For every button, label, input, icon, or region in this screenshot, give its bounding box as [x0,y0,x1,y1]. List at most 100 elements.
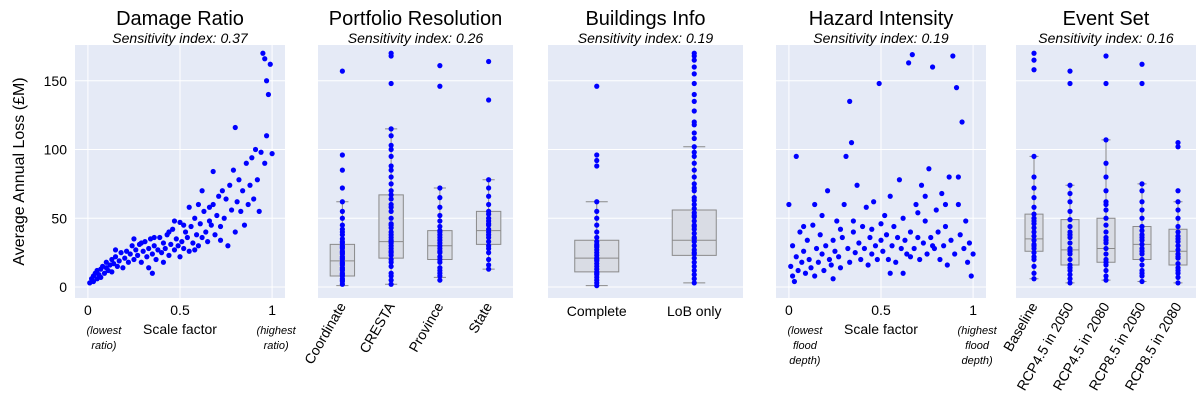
x-axis-label: Scale factor [143,321,217,337]
data-point [858,256,864,263]
data-point [1067,80,1073,87]
data-point [1175,280,1181,286]
data-point [1067,256,1073,263]
data-point [691,57,697,63]
data-point [181,222,187,228]
data-point [249,155,255,161]
data-point [1031,250,1037,256]
data-point [786,201,792,208]
data-point [1031,237,1037,243]
data-point [810,222,816,228]
category-label: Province [405,299,446,354]
data-point [151,234,157,241]
data-point [1031,185,1037,191]
data-point [388,192,394,198]
data-point [691,50,697,56]
data-point [933,207,939,213]
data-point [234,199,240,205]
data-point [388,181,394,187]
data-point [486,215,492,221]
data-point [959,119,965,125]
data-point [799,259,805,265]
data-point [819,212,825,219]
data-point [1103,137,1109,143]
category-label: Baseline [1000,299,1041,354]
x-tick-label: 0.5 [170,302,190,318]
data-point [1139,215,1145,221]
data-point [1139,199,1145,205]
data-point [223,196,229,202]
data-point [256,208,262,214]
data-point [1139,270,1145,276]
data-point [131,236,137,242]
data-point [486,262,492,268]
data-point [889,243,895,249]
data-point [339,255,345,261]
data-point [195,201,202,208]
data-point [131,256,137,263]
data-point [146,245,152,252]
data-point [1139,228,1145,234]
data-point [904,251,910,257]
data-point [1067,265,1073,271]
data-point [594,234,600,241]
data-point [1139,234,1145,241]
data-point [826,256,833,263]
data-point [184,234,190,241]
data-point [339,250,345,256]
data-point [961,245,967,252]
data-point [339,167,345,173]
data-point [1103,237,1109,243]
data-point [1031,57,1037,63]
data-point [813,245,820,252]
data-point [1103,160,1109,166]
panel-title: Damage Ratio [116,8,244,30]
data-point [913,201,919,208]
data-point [101,270,108,276]
data-point [210,201,216,208]
y-tick-label: 100 [44,142,68,158]
data-point [339,239,345,245]
category-label: LoB only [667,303,721,319]
data-point [236,177,242,183]
data-point [1103,53,1109,59]
data-point [199,188,205,194]
data-point [262,160,268,166]
data-point [388,163,394,169]
data-point [691,122,697,128]
data-point [133,247,139,253]
edge-note-right: (highest [257,325,297,337]
data-point [900,215,906,221]
data-point [1175,199,1181,205]
x-axis-label: Scale factor [844,321,918,337]
data-point [594,243,600,249]
data-point [691,174,697,180]
data-point [836,254,842,260]
data-point [859,223,866,230]
data-point [339,261,345,267]
data-point [190,240,196,246]
data-point [112,247,119,253]
edge-note-right: (highest [958,325,998,337]
data-point [486,185,492,191]
data-point [691,267,697,274]
data-point [1067,272,1073,278]
data-point [251,196,257,202]
data-point [486,201,492,208]
data-point [691,276,697,282]
data-point [1103,259,1109,265]
data-point [146,265,152,271]
data-point [173,236,179,242]
data-point [388,50,394,56]
data-point [437,63,443,69]
category-label: Complete [567,303,627,319]
data-point [594,157,600,164]
sensitivity-index: Sensitivity index: 0.19 [578,30,714,46]
data-point [1067,280,1073,286]
data-point [824,188,831,194]
data-point [1139,181,1145,187]
edge-note-left: depth) [789,355,821,367]
data-point [691,167,697,173]
